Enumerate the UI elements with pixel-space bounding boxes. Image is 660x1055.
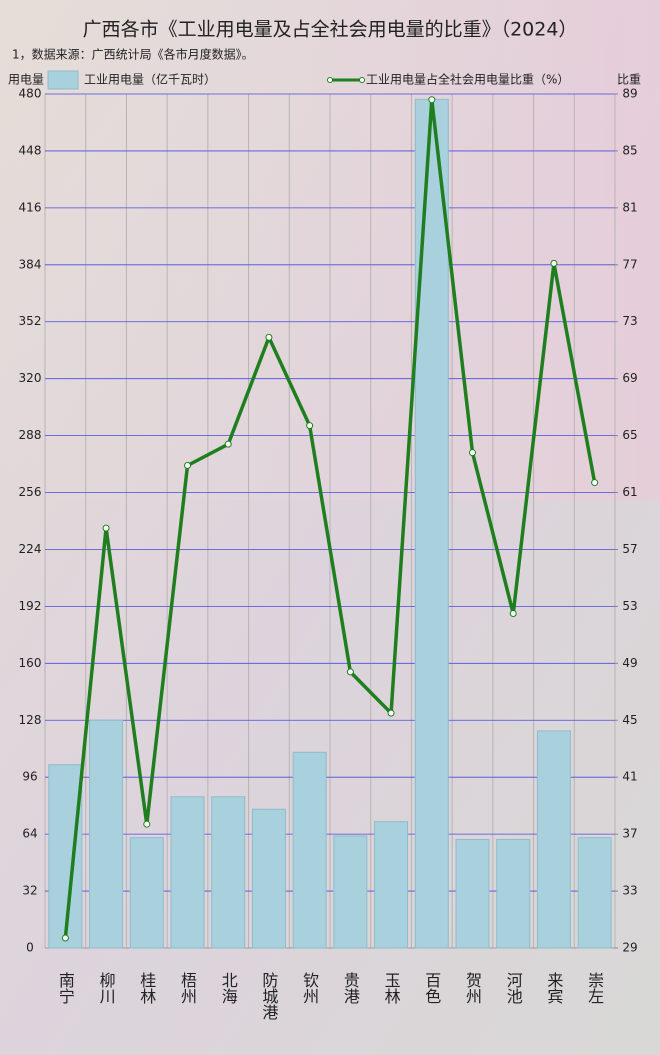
y-tick-label: 320 xyxy=(19,371,42,385)
y2-tick-label: 37 xyxy=(622,827,637,841)
bar xyxy=(251,808,286,949)
bar xyxy=(536,730,571,949)
line-marker xyxy=(143,820,151,828)
line-marker xyxy=(224,440,232,448)
legend-label: 工业用电量占全社会用电量比重（%） xyxy=(366,72,569,87)
x-tick-label: 来宾 xyxy=(544,972,563,1004)
bar xyxy=(170,796,205,949)
y-tick-label: 480 xyxy=(19,87,42,101)
x-tick-label: 贺州 xyxy=(463,972,482,1004)
y2-tick-label: 29 xyxy=(622,941,637,955)
x-tick-label: 玉林 xyxy=(382,972,401,1004)
line-marker xyxy=(469,449,476,457)
y-tick-label: 256 xyxy=(19,485,42,499)
y-tick-label: 32 xyxy=(22,884,37,898)
y2-tick-label: 77 xyxy=(622,257,637,271)
y2-tick-label: 41 xyxy=(622,770,637,784)
y-tick-label: 352 xyxy=(19,314,42,328)
bar xyxy=(374,821,409,949)
line-marker xyxy=(306,422,314,430)
bar xyxy=(89,719,124,949)
bar xyxy=(577,837,612,949)
legend-marker xyxy=(327,77,333,83)
x-tick-label: 百色 xyxy=(422,972,441,1004)
x-tick-label: 桂林 xyxy=(137,972,156,1004)
y-tick-label: 416 xyxy=(19,200,42,214)
y2-tick-label: 85 xyxy=(622,143,637,157)
y2-tick-label: 73 xyxy=(622,314,637,328)
x-tick-label: 防城港 xyxy=(259,972,278,1020)
x-tick-label: 柳川 xyxy=(97,972,116,1004)
y-tick-label: 448 xyxy=(19,143,42,157)
y-tick-label: 160 xyxy=(19,656,42,670)
bar xyxy=(292,751,327,949)
line-marker xyxy=(184,461,191,469)
y2-tick-label: 69 xyxy=(622,371,637,385)
bar xyxy=(129,837,164,949)
y2-tick-label: 89 xyxy=(622,87,637,101)
legend-swatch xyxy=(47,70,79,90)
line xyxy=(63,97,597,939)
chart-title: 广西各市《工业用电量及占全社会用电量的比重》（2024） xyxy=(83,19,578,41)
x-tick-label: 崇左 xyxy=(585,972,604,1004)
y-tick-label: 384 xyxy=(19,257,42,271)
line-marker xyxy=(591,479,599,487)
x-tick-label: 河池 xyxy=(504,972,523,1004)
line-marker xyxy=(428,96,436,104)
y-tick-label: 224 xyxy=(19,542,42,556)
y2-tick-label: 53 xyxy=(622,599,637,613)
x-tick-label: 钦州 xyxy=(300,972,319,1004)
bar xyxy=(414,98,449,949)
bar xyxy=(211,796,246,949)
bar xyxy=(496,838,531,949)
y2-tick-label: 57 xyxy=(622,542,637,556)
line-marker xyxy=(509,610,517,618)
line-marker xyxy=(102,524,110,532)
x-tick-label: 北海 xyxy=(219,972,238,1004)
y-tick-label: 128 xyxy=(19,713,42,727)
x-tick-label: 贵港 xyxy=(341,972,360,1004)
bar xyxy=(333,835,368,949)
y2-axis-label: 比重 xyxy=(617,73,641,87)
y-tick-label: 192 xyxy=(19,599,42,613)
line-marker xyxy=(550,259,558,267)
x-tick-label: 梧州 xyxy=(178,972,197,1004)
y2-tick-label: 33 xyxy=(622,884,637,898)
y-tick-label: 64 xyxy=(22,827,37,841)
y2-tick-label: 45 xyxy=(622,713,637,727)
legend-marker xyxy=(359,77,365,83)
y-axis-label: 用电量 xyxy=(8,73,44,87)
y-tick-label: 0 xyxy=(26,941,34,955)
subtitle: 1，数据来源：广西统计局《各市月度数据》。 xyxy=(12,47,254,62)
y-tick-label: 288 xyxy=(19,428,42,442)
line-marker xyxy=(61,934,69,942)
y2-tick-label: 49 xyxy=(622,656,637,670)
y-tick-label: 96 xyxy=(22,770,37,784)
y2-tick-label: 81 xyxy=(622,200,637,214)
bar xyxy=(48,764,83,949)
legend-label: 工业用电量（亿千瓦时） xyxy=(84,72,216,87)
line-marker xyxy=(265,333,273,341)
bar xyxy=(455,838,490,949)
y2-tick-label: 65 xyxy=(622,428,637,442)
line-marker xyxy=(387,709,395,717)
line-marker xyxy=(346,668,354,676)
x-tick-label: 南宁 xyxy=(56,972,75,1004)
y2-tick-label: 61 xyxy=(622,485,637,499)
